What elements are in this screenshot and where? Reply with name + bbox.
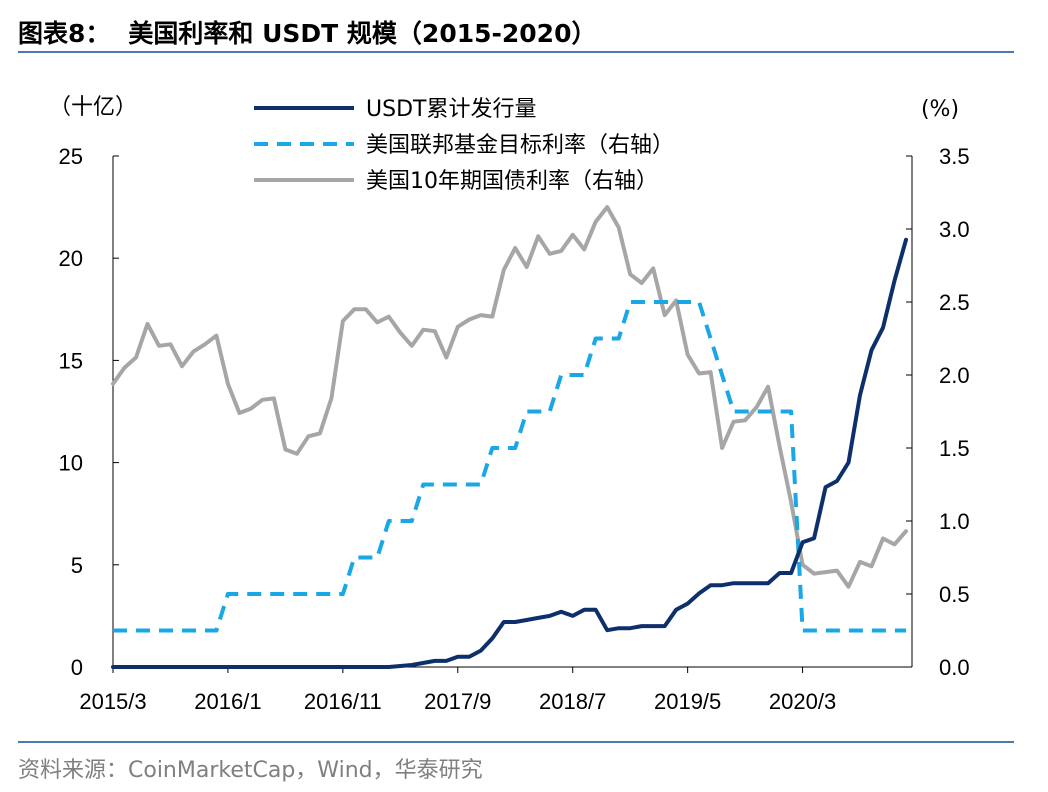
usdt-series-line [111,237,908,669]
left-tick-label: 15 [59,348,83,373]
treasury-10y-series-line [111,205,908,589]
figure-label: 图表8： [18,19,111,48]
left-axis-unit: （十亿） [49,95,137,120]
left-tick-label: 5 [71,553,83,578]
legend-item-treasury-10y-label: 美国10年期国债利率（右轴） [366,169,658,194]
x-tick-label: 2017/9 [424,689,491,714]
left-tick-label: 25 [59,144,83,169]
x-tick-label: 2019/5 [654,689,721,714]
chart-title: 图表8： 美国利率和 USDT 规模（2015-2020） [18,14,596,50]
right-tick-label: 3.5 [939,144,970,169]
right-tick-label: 1.5 [939,436,970,461]
header-rule [18,51,1014,53]
footer-rule [18,741,1014,743]
right-tick-label: 2.0 [939,363,970,388]
legend-item-usdt-label: USDT累计发行量 [366,97,536,122]
left-tick-label: 20 [59,246,83,271]
left-tick-label: 0 [71,655,83,680]
right-tick-label: 1.0 [939,509,970,534]
right-tick-label: 3.0 [939,217,970,242]
right-tick-label: 0.5 [939,582,970,607]
x-tick-label: 2015/3 [79,689,146,714]
left-tick-label: 10 [59,451,83,476]
figure-title: 美国利率和 USDT 规模（2015-2020） [128,19,597,48]
x-tick-label: 2020/3 [769,689,836,714]
x-tick-label: 2018/7 [539,689,606,714]
right-tick-label: 0.0 [939,655,970,680]
legend-item-fed-funds-label: 美国联邦基金目标利率（右轴） [366,133,674,158]
x-tick-label: 2016/1 [194,689,261,714]
right-axis-unit: (%) [921,97,959,122]
fed-funds-series-line [113,300,906,633]
x-tick-label: 2016/11 [304,689,382,714]
right-tick-label: 2.5 [939,290,970,315]
source-note: 资料来源：CoinMarketCap，Wind，华泰研究 [18,758,483,783]
